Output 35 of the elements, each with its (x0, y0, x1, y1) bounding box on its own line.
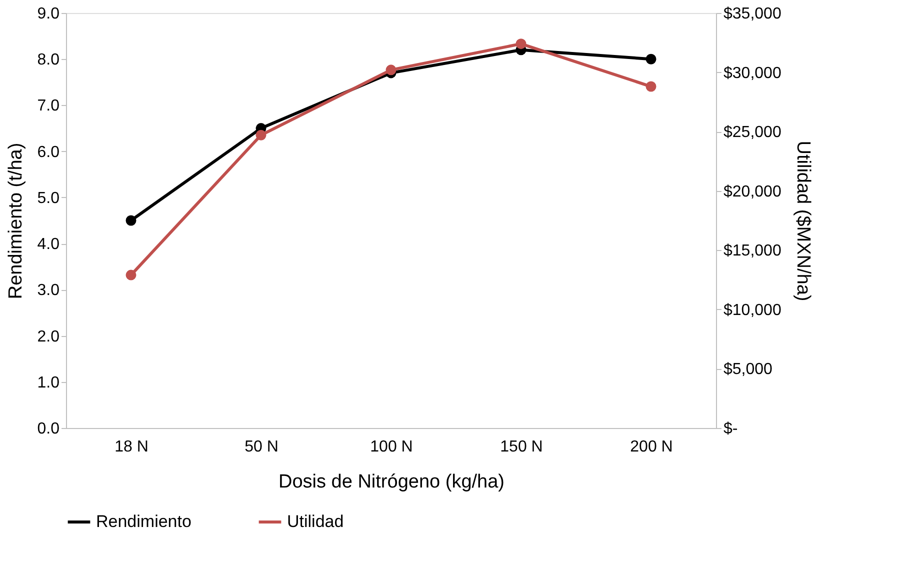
point (256, 130, 266, 140)
x-tick-label: 18 N (114, 438, 148, 456)
y-tick-label: 8.0 (37, 52, 60, 69)
y2-tick-label: $15,000 (724, 242, 782, 260)
x-tick-label: 100 N (370, 438, 413, 456)
y-tick-label: 9.0 (37, 6, 60, 22)
y2-tick-label: $30,000 (724, 64, 782, 82)
y-tick-label: 6.0 (37, 144, 60, 161)
x-tick-label: 200 N (630, 438, 673, 456)
y2-tick-label: $35,000 (724, 6, 782, 22)
point (516, 38, 526, 50)
y-tick-label: 4.0 (37, 236, 60, 254)
y-tick-label: 7.0 (37, 98, 60, 115)
y2-tick-label: $- (724, 420, 738, 438)
y-axis-title: Rendimiento (t/ha) (5, 142, 26, 300)
y-tick-label: 2.0 (37, 328, 60, 346)
y2-tick-label: $25,000 (724, 124, 782, 142)
y-tick-label: 0.0 (37, 420, 60, 438)
y2-axis-title: Utilidad ($MXN/ha) (792, 140, 814, 302)
y-tick-label: 3.0 (37, 282, 60, 300)
point (126, 215, 136, 226)
x-tick-label: 150 N (500, 438, 543, 456)
y-tick-label: 1.0 (37, 374, 60, 392)
y2-tick-label: $20,000 (724, 183, 782, 200)
point (386, 64, 396, 76)
x-tick-label: 50 N (244, 438, 278, 456)
point (646, 54, 656, 64)
legend-label: Rendimiento (96, 512, 192, 531)
y2-tick-label: $10,000 (724, 302, 782, 319)
y-tick-label: 5.0 (37, 190, 60, 207)
point (126, 270, 136, 280)
point (646, 81, 656, 92)
y2-tick-label: $5,000 (724, 361, 773, 378)
x-axis-title: Dosis de Nitrógeno (kg/ha) (278, 472, 504, 492)
legend-label: Utilidad (287, 512, 344, 531)
